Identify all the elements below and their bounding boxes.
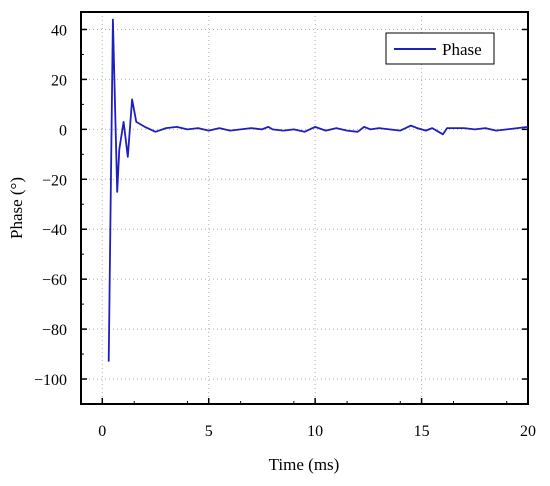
y-tick-label: −20 [42,172,67,189]
y-tick-label: 20 [51,72,67,89]
legend-label-phase: Phase [442,40,482,59]
plot-frame [80,11,529,405]
x-tick-label: 20 [520,423,536,440]
y-tick-label: −60 [42,272,67,289]
series-phase [107,18,529,362]
y-axis: 40 20 0 −20 −40 −60 −80 −100 [34,22,528,389]
plot-area-border [80,11,529,405]
y-tick-label: −100 [34,372,67,389]
y-tick-label: −40 [42,222,67,239]
x-axis: 0 5 10 15 20 [80,398,536,440]
y-axis-title: Phase (°) [7,177,26,239]
y-tick-label: 40 [51,22,67,39]
x-tick-label: 5 [205,423,213,440]
y-tick-label: 0 [59,122,67,139]
legend: Phase [385,32,495,65]
series-line-phase [107,18,529,362]
x-axis-title: Time (ms) [269,455,340,474]
x-tick-label: 10 [307,423,323,440]
grid-lines [81,12,529,404]
x-tick-label: 0 [98,423,106,440]
y-tick-label: −80 [42,322,67,339]
x-tick-label: 15 [414,423,430,440]
